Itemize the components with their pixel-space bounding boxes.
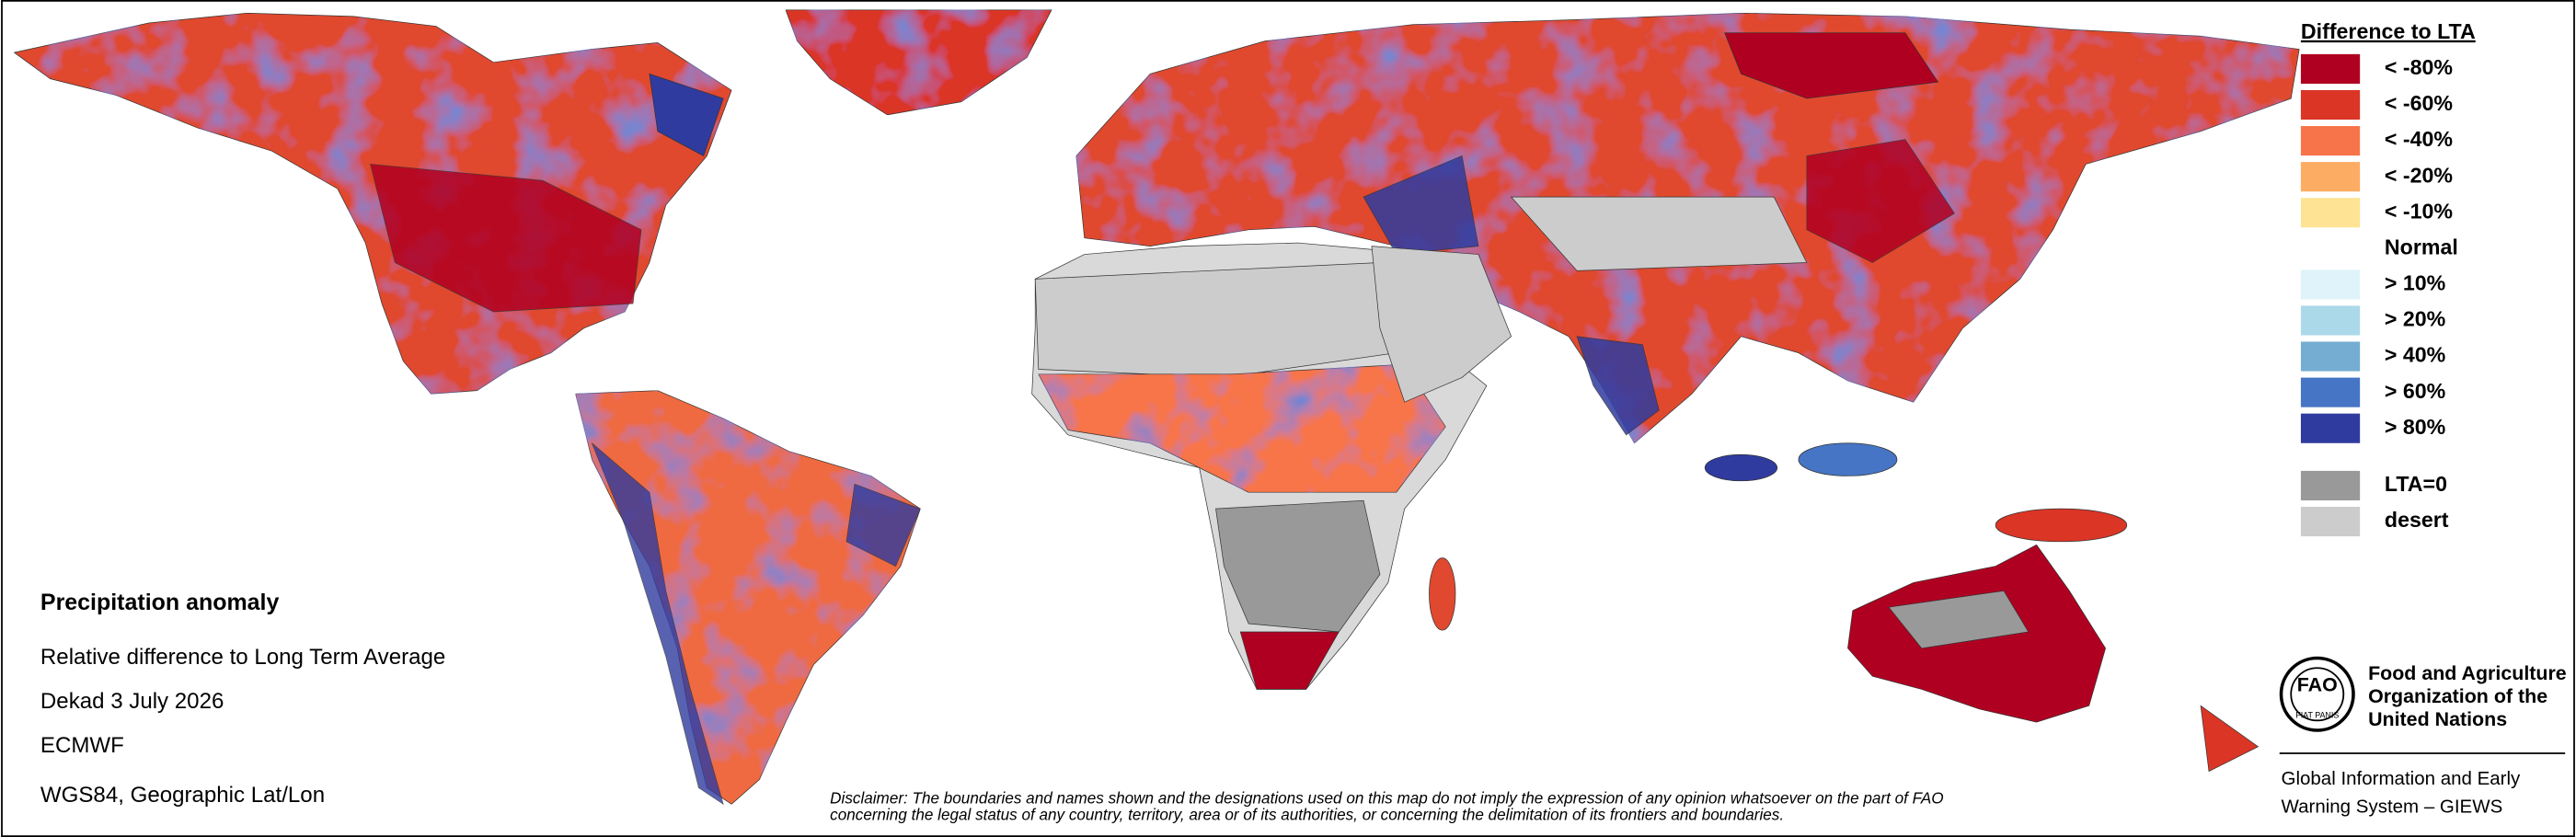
arabia <box>1371 246 1512 403</box>
legend-label: > 20% <box>2385 307 2445 331</box>
legend: < -80% < -60% < -40% < -20% < -10% Normal > 10… <box>2300 53 2458 537</box>
brazil-east <box>845 483 921 568</box>
eastern-europe <box>1363 155 1479 255</box>
org-name: United Nations <box>2368 708 2507 730</box>
map-title: Precipitation anomaly <box>40 590 280 615</box>
new-guinea <box>1995 508 2128 543</box>
borneo <box>1798 442 1898 476</box>
legend-label: > 10% <box>2385 271 2445 295</box>
legend-label: > 40% <box>2385 343 2445 367</box>
fao-logo: FAO FIAT PANIS Food and Agriculture Orga… <box>2279 656 2567 817</box>
greenland <box>785 9 1052 116</box>
legend-swatch <box>2300 470 2361 501</box>
world-map <box>13 9 2300 806</box>
china-dry <box>1806 139 1955 263</box>
emblem-inner <box>2290 667 2345 722</box>
info-line: Dekad 3 July 2026 <box>40 689 224 714</box>
legend-label: > 80% <box>2385 415 2445 439</box>
legend-swatch <box>2300 126 2361 156</box>
sahara <box>1034 262 1397 378</box>
legend-swatch <box>2300 506 2361 537</box>
andes <box>592 442 724 806</box>
legend-swatch <box>2300 341 2361 372</box>
org-name: Organization of the <box>2368 685 2547 707</box>
madagascar <box>1429 557 1456 631</box>
legend-swatch <box>2300 53 2361 84</box>
legend-swatch <box>2300 413 2361 443</box>
legend-label: < -40% <box>2385 127 2453 151</box>
disclaimer: Disclaimer: The boundaries and names sho… <box>830 789 1943 807</box>
emblem-motto: FIAT PANIS <box>2295 710 2339 719</box>
legend-label: LTA=0 <box>2385 472 2447 496</box>
giews-name: Global Information and Early <box>2282 768 2522 789</box>
legend-label: > 60% <box>2385 379 2445 403</box>
sumatra <box>1704 453 1778 482</box>
legend-swatch <box>2300 162 2361 192</box>
disclaimer: concerning the legal status of any count… <box>830 806 1784 823</box>
hudson-region <box>649 73 724 157</box>
info-line: WGS84, Geographic Lat/Lon <box>40 783 325 808</box>
giews-name: Warning System – GIEWS <box>2282 796 2503 817</box>
info-line: ECMWF <box>40 733 124 758</box>
legend-label: < -60% <box>2385 91 2453 115</box>
siberia-dry <box>1724 32 1939 99</box>
legend-label: Normal <box>2385 235 2458 258</box>
legend-swatch <box>2300 377 2361 407</box>
legend-swatch <box>2300 89 2361 120</box>
south-africa <box>1239 631 1340 690</box>
legend-label: < -80% <box>2385 55 2453 79</box>
legend-swatch <box>2300 269 2361 300</box>
info-line: Relative difference to Long Term Average <box>40 645 445 670</box>
us-dry <box>370 164 642 313</box>
india <box>1576 336 1660 436</box>
info: Relative difference to Long Term Average… <box>40 645 445 808</box>
new-zealand <box>2200 705 2260 773</box>
legend-label: desert <box>2385 508 2449 532</box>
org-name: Food and Agriculture <box>2368 662 2567 684</box>
legend-title: Difference to LTA <box>2301 19 2476 43</box>
sahel <box>1038 363 1446 493</box>
central-asia-desert <box>1510 196 1808 271</box>
legend-swatch <box>2300 198 2361 228</box>
emblem-text: FAO <box>2297 673 2338 695</box>
legend-swatch <box>2300 305 2361 336</box>
australia-lta0 <box>1888 590 2030 649</box>
legend-label: < -20% <box>2385 163 2453 187</box>
legend-label: < -10% <box>2385 199 2453 223</box>
